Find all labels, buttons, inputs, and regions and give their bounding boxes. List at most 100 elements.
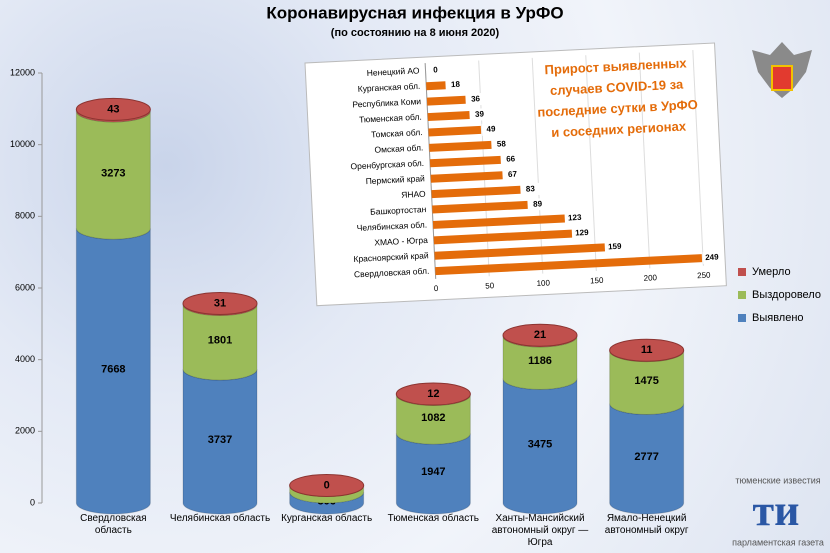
emblem — [752, 42, 812, 98]
value-label-box — [565, 211, 585, 225]
value-label-box — [528, 197, 547, 211]
y-tick-label: Свердловская обл. — [354, 266, 430, 280]
value-label: 12 — [427, 388, 439, 400]
cylinder-cap — [75, 97, 151, 121]
value-label: 49 — [486, 124, 496, 133]
inset-chart: 0 50 100 150 200 250 Ненецкий АО 0 Курганская об… — [304, 42, 727, 307]
y-tick-label: 12000 — [10, 67, 35, 77]
value-label-box — [492, 137, 511, 151]
bar — [429, 155, 501, 168]
legend-label: Умерло — [752, 266, 791, 278]
legend: Умерло Выздоровело Выявлено — [738, 266, 821, 324]
value-label: 159 — [608, 242, 622, 252]
value-label: 3273 — [101, 167, 125, 179]
y-tick-label: Башкортостан — [370, 204, 427, 217]
bar — [428, 125, 482, 137]
y-tick-label: Курганская обл. — [358, 81, 421, 94]
value-label: 83 — [526, 184, 536, 193]
value-label: 66 — [506, 154, 516, 163]
y-tick-label: Тюменская обл. — [359, 112, 422, 125]
value-label-box — [481, 122, 501, 136]
bar — [426, 81, 446, 91]
y-tick-label: Омская обл. — [374, 142, 423, 154]
value-label-box — [503, 168, 522, 182]
y-tick-label: 6000 — [15, 282, 35, 292]
x-tick-label: Свердловская область — [80, 513, 147, 536]
value-label: 67 — [508, 170, 518, 179]
bar — [432, 214, 565, 229]
x-tick-label: 50 — [485, 281, 495, 290]
value-label: 58 — [497, 139, 507, 148]
value-label: 18 — [451, 80, 461, 89]
x-tick-label: 0 — [434, 284, 439, 293]
value-label: 1186 — [528, 355, 552, 367]
value-label: 3737 — [208, 434, 232, 446]
y-tick-label: 4000 — [15, 354, 35, 364]
grid-line — [692, 50, 704, 266]
logo-top: тюменские известия — [735, 475, 820, 485]
bar — [426, 95, 466, 106]
inset-title-box: Прирост выявленных случаев COVID-19 за п… — [537, 55, 698, 140]
cylinder-cap — [502, 323, 578, 347]
x-tick-label: Курганская область — [281, 513, 373, 524]
value-label: 1475 — [634, 375, 658, 387]
value-label-box — [572, 226, 592, 240]
value-label-box — [446, 78, 465, 92]
legend-label: Выздоровело — [752, 289, 821, 301]
bar — [430, 171, 503, 183]
value-label: 21 — [534, 329, 546, 341]
bar — [435, 254, 703, 276]
bar — [433, 229, 573, 245]
y-tick-label: Оренбургская обл. — [350, 158, 424, 172]
x-tick-label: 250 — [697, 271, 711, 281]
y-tick-label: Челябинская обл. — [356, 219, 427, 232]
y-tick-label: Пермский край — [365, 173, 425, 186]
y-axis — [424, 63, 437, 279]
value-label-box — [466, 92, 485, 106]
value-label: 11 — [641, 344, 653, 356]
value-label-box — [605, 240, 625, 254]
value-label-box — [521, 182, 540, 196]
y-tick-label: ХМАО - Югра — [374, 235, 428, 248]
value-label: 129 — [575, 228, 589, 238]
y-tick-label: 2000 — [15, 426, 35, 436]
value-label: 1801 — [208, 335, 232, 347]
value-label-box — [470, 108, 489, 121]
grid-line — [638, 52, 651, 269]
y-tick-label: 0 — [30, 497, 35, 507]
value-label: 1082 — [421, 412, 445, 424]
value-label: 31 — [214, 297, 226, 309]
value-label: 249 — [705, 252, 719, 262]
grid-line — [585, 55, 597, 272]
logo: тюменские известия ти парламентская газе… — [732, 475, 824, 547]
x-tick-label: Ханты-Мансийский автономный округ — Югра — [491, 513, 589, 548]
chart-title: Коронавирусная инфекция в УрФО — [266, 3, 563, 22]
x-tick-label: 150 — [590, 276, 604, 286]
value-label: 1947 — [421, 466, 445, 478]
y-tick-label: Республика Коми — [352, 96, 421, 109]
y-tick-label: Томская обл. — [371, 127, 423, 140]
value-label-box — [501, 152, 520, 166]
bar — [427, 111, 470, 122]
x-tick-label: 100 — [536, 278, 550, 288]
y-tick-label: Красноярский край — [353, 250, 429, 264]
x-tick-label: Челябинская область — [169, 513, 271, 524]
value-label: 36 — [471, 94, 481, 103]
bar — [432, 200, 528, 214]
value-label: 7668 — [101, 364, 125, 376]
value-label: 43 — [107, 103, 119, 115]
x-tick-label: Тюменская область — [387, 513, 480, 524]
value-label: 39 — [475, 109, 485, 118]
emblem-shield — [771, 65, 793, 91]
logo-bottom: парламентская газета — [732, 537, 824, 547]
cylinder-cap — [182, 291, 258, 315]
cylinder-cap — [395, 382, 471, 406]
value-label: 0 — [433, 65, 438, 74]
value-label: 89 — [533, 199, 543, 208]
bar — [431, 185, 521, 199]
cylinder-cap — [289, 473, 365, 497]
legend-swatch — [738, 268, 746, 276]
legend-swatch — [738, 291, 746, 299]
